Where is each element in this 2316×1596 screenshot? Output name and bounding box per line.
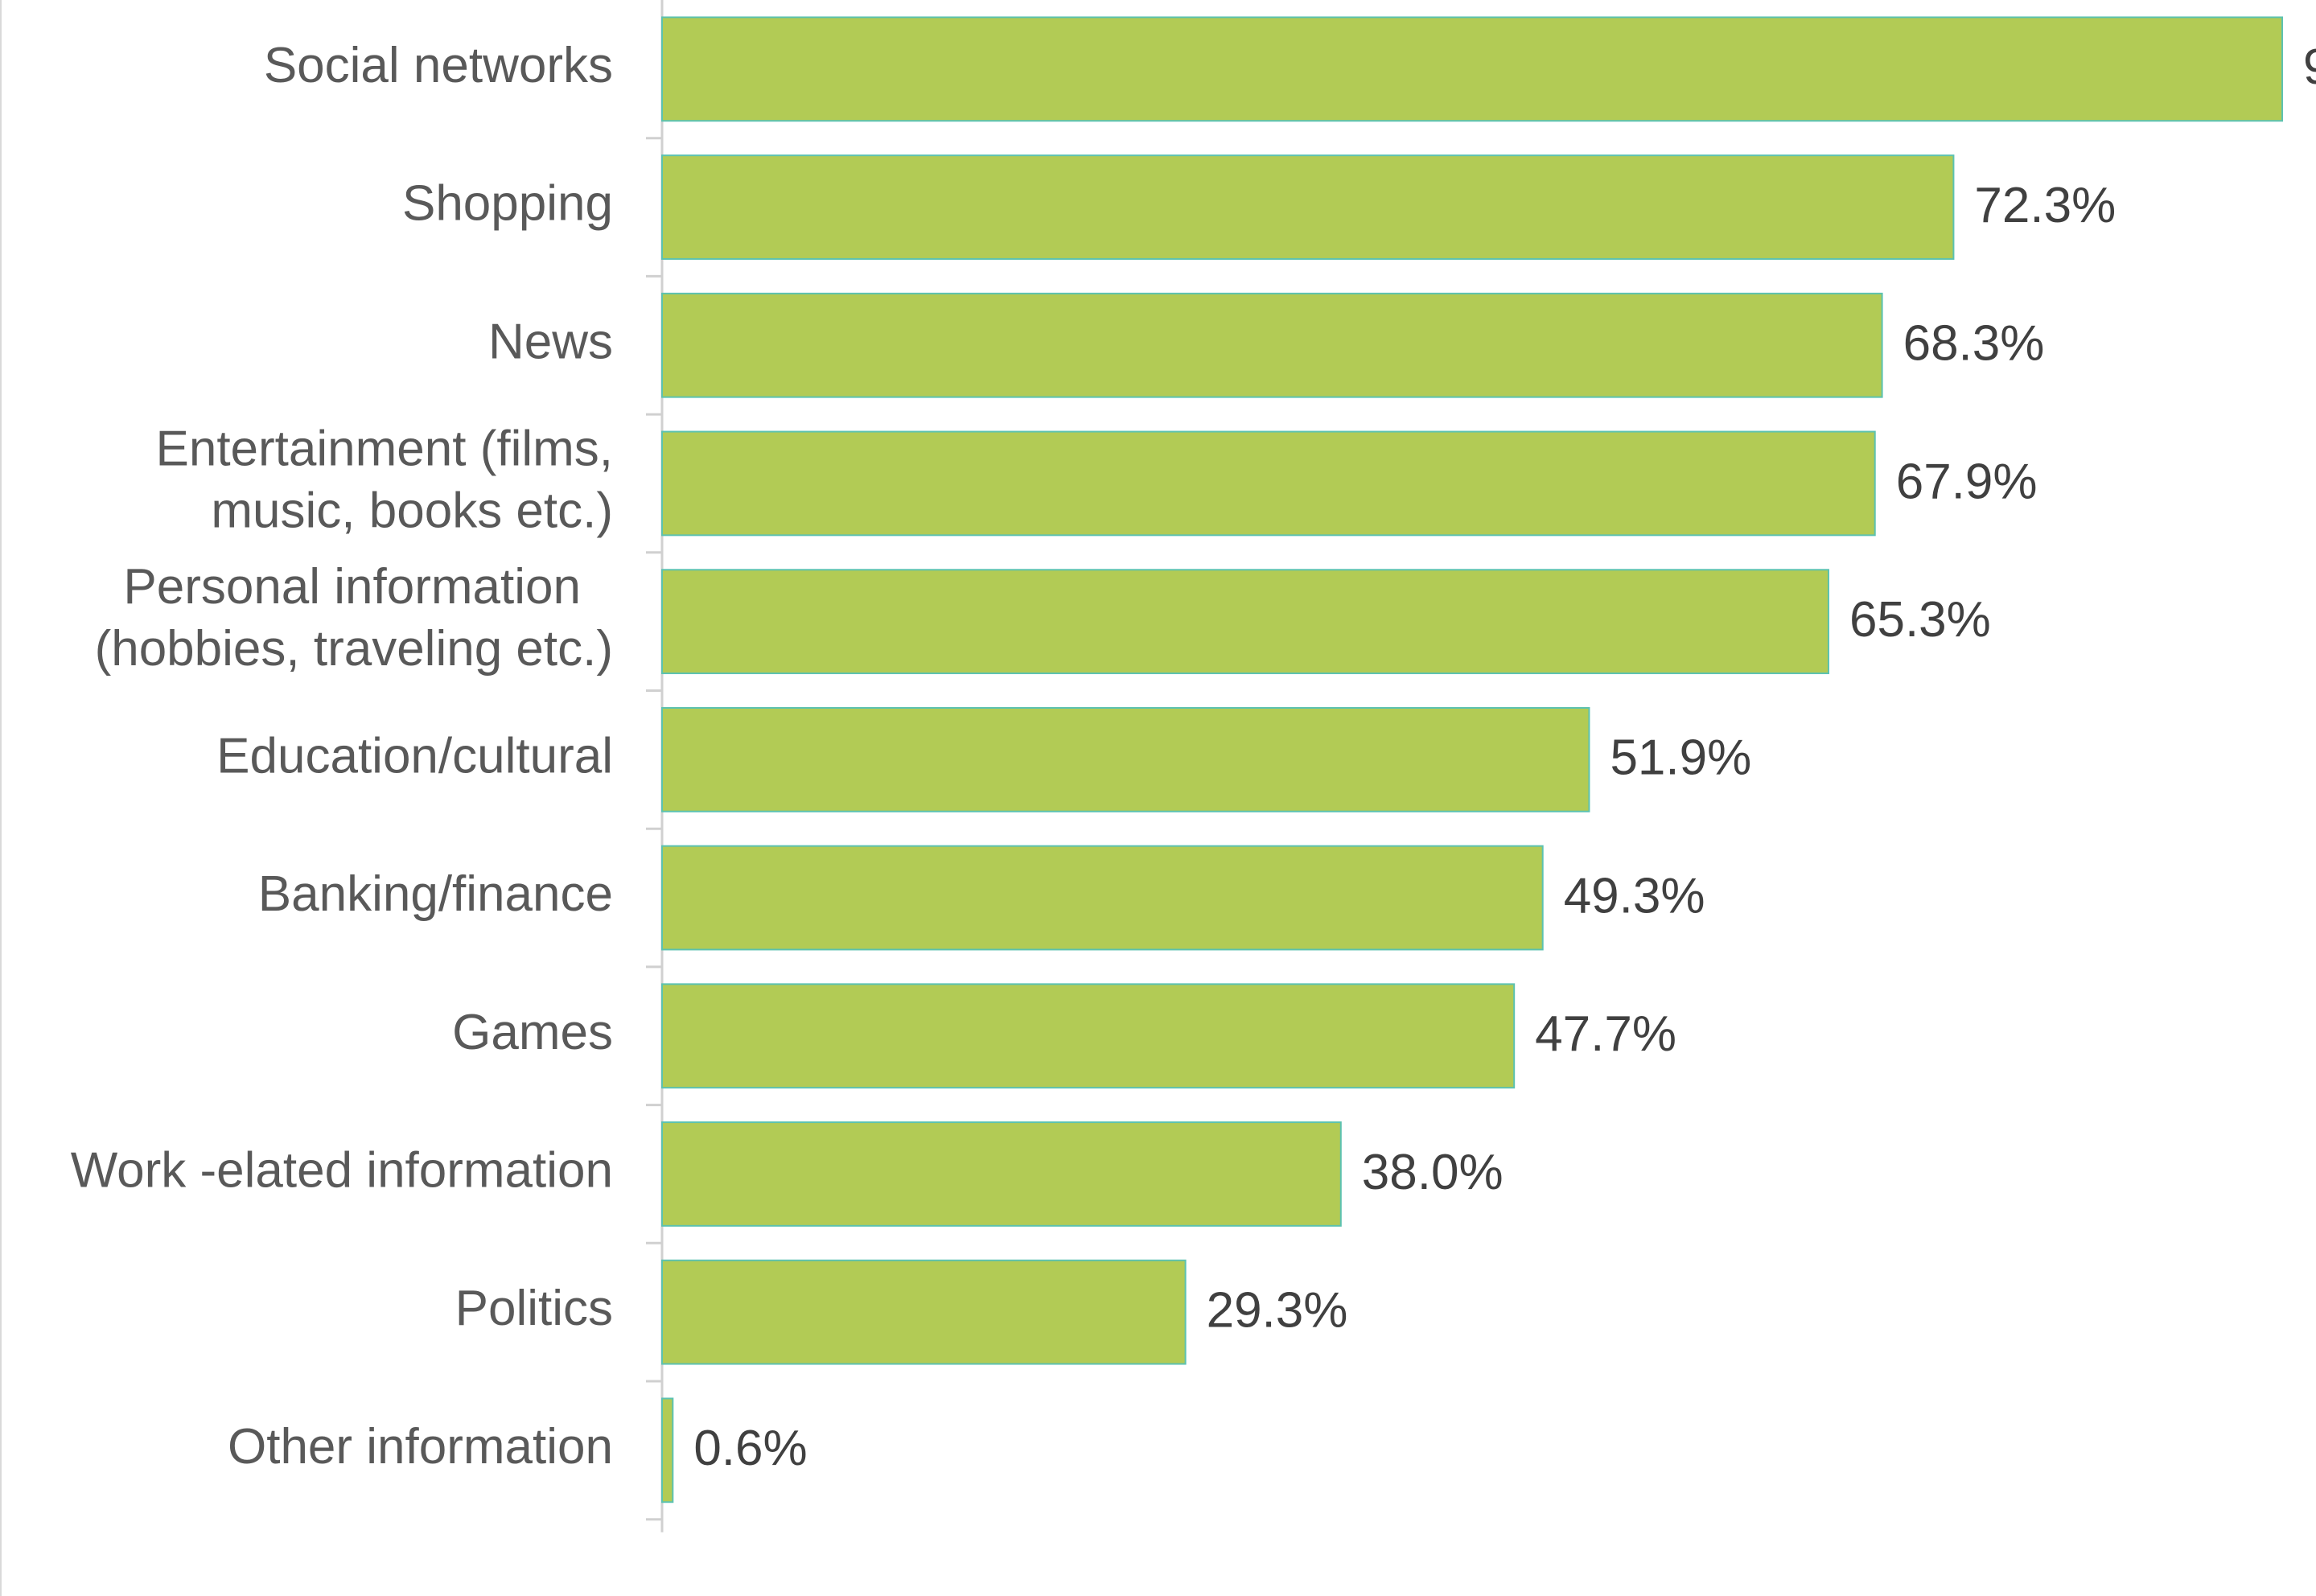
bar <box>661 1397 674 1503</box>
value-label: 67.9% <box>1896 454 2038 509</box>
value-label: 38.0% <box>1362 1145 1504 1200</box>
bar <box>661 1259 1187 1365</box>
bar <box>661 983 1516 1089</box>
value-label: 72.3% <box>1974 178 2116 233</box>
category-label: Entertainment (films, music, books etc.) <box>155 422 613 539</box>
bar <box>661 292 1883 398</box>
value-label: 9 <box>2303 39 2316 95</box>
category-label: News <box>488 315 613 370</box>
bar <box>661 430 1876 537</box>
bar <box>661 16 2283 122</box>
bar <box>661 706 1590 812</box>
category-label: Personal information (hobbies, traveling … <box>95 560 613 677</box>
value-label: 49.3% <box>1564 868 1705 923</box>
category-label: Social networks <box>264 38 613 93</box>
value-label: 68.3% <box>1903 316 2045 372</box>
value-label: 51.9% <box>1610 730 1751 786</box>
value-label: 29.3% <box>1207 1283 1348 1339</box>
bar <box>661 569 1829 675</box>
category-label: Education/cultural <box>216 729 613 784</box>
bar <box>661 1121 1342 1227</box>
bar <box>661 154 1955 260</box>
category-label: Shopping <box>402 176 613 232</box>
category-label: Work -elated information <box>71 1143 613 1199</box>
value-label: 0.6% <box>693 1421 807 1476</box>
category-label: Other information <box>228 1419 613 1475</box>
category-label: Politics <box>455 1281 613 1337</box>
bar <box>661 845 1544 951</box>
category-label: Banking/finance <box>258 866 613 922</box>
category-label: Games <box>452 1005 613 1060</box>
value-label: 47.7% <box>1535 1006 1676 1062</box>
value-label: 65.3% <box>1849 592 1991 648</box>
